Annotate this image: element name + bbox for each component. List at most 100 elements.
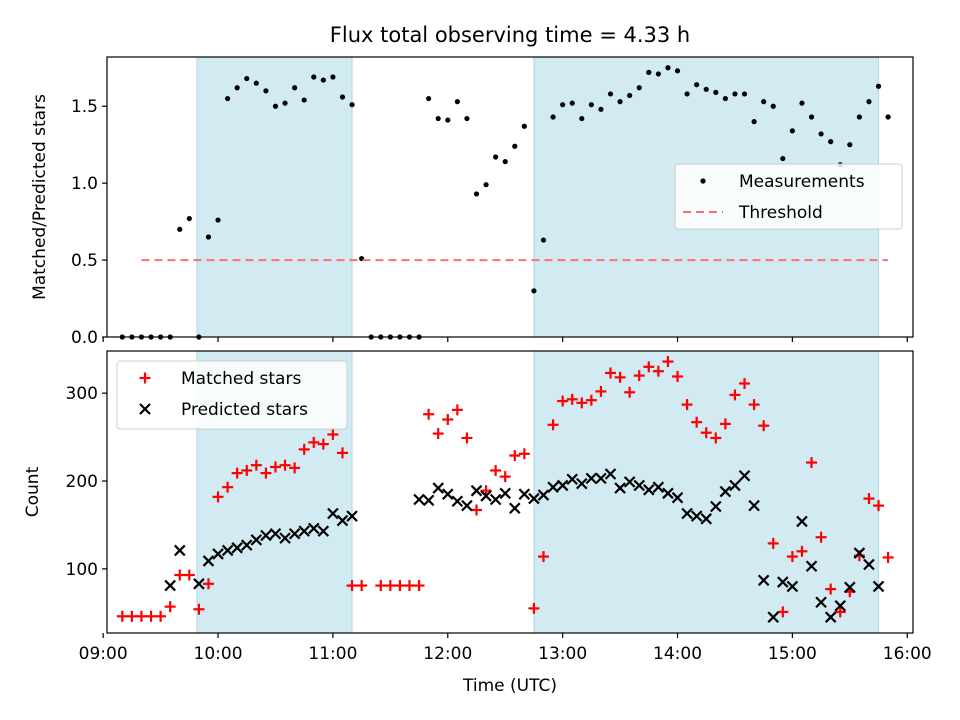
predicted-point xyxy=(528,492,540,505)
predicted-point xyxy=(671,491,684,504)
matched-point xyxy=(356,580,368,592)
predicted-point xyxy=(853,547,866,559)
matched-point xyxy=(595,385,607,397)
measurement-point xyxy=(579,115,585,122)
matched-point xyxy=(499,471,511,483)
predicted-point xyxy=(413,493,425,506)
predicted-point xyxy=(844,581,856,594)
measurement-point xyxy=(665,65,671,71)
matched-point xyxy=(547,419,559,431)
matched-point xyxy=(241,464,253,476)
matched-point xyxy=(767,537,779,549)
predicted-point xyxy=(700,513,713,525)
matched-point xyxy=(585,394,597,406)
bottom-y-axis-label: Count xyxy=(23,466,43,517)
matched-point xyxy=(231,467,243,479)
matched-point xyxy=(451,404,463,416)
predicted-point xyxy=(173,544,186,557)
legend-label: Measurements xyxy=(739,172,865,192)
measurement-point xyxy=(512,143,518,149)
predicted-point xyxy=(432,482,444,494)
matched-point xyxy=(815,531,827,543)
measurement-point xyxy=(770,103,776,109)
predicted-point xyxy=(164,579,176,592)
x-tick-label: 16:00 xyxy=(883,644,932,664)
matched-point xyxy=(202,578,214,590)
predicted-point xyxy=(748,499,760,512)
matched-point xyxy=(834,606,846,618)
matched-point xyxy=(882,551,894,563)
top-y-axis-label: Matched/Predicted stars xyxy=(30,94,50,300)
measurement-point xyxy=(808,114,815,120)
matched-point xyxy=(528,602,540,614)
predicted-point xyxy=(767,611,780,623)
measurement-point xyxy=(789,128,795,134)
matched-point xyxy=(461,432,473,444)
x-axis-label: Time (UTC) xyxy=(462,676,557,696)
measurement-point xyxy=(627,92,633,99)
measurement-point xyxy=(655,71,661,77)
predicted-point xyxy=(288,527,301,540)
matched-point xyxy=(786,551,798,563)
matched-point xyxy=(135,610,147,622)
matched-point xyxy=(652,365,664,377)
measurement-point xyxy=(684,91,690,97)
measurement-point xyxy=(856,114,862,120)
measurement-point xyxy=(301,97,307,103)
measurement-point xyxy=(454,99,460,105)
measurement-point xyxy=(607,91,614,97)
matched-point xyxy=(269,461,281,473)
matched-point xyxy=(825,583,837,595)
predicted-point xyxy=(652,481,665,493)
predicted-point xyxy=(662,487,674,500)
measurement-point xyxy=(205,234,212,240)
matched-point xyxy=(126,610,138,622)
predicted-point xyxy=(499,487,511,500)
measurement-point xyxy=(875,83,882,89)
predicted-point xyxy=(719,485,732,498)
measurement-point xyxy=(272,103,279,109)
top-panel: 0.0 0.5 1.0 1.5 Matched/Predicted stars Mea… xyxy=(30,56,914,348)
measurement-point xyxy=(828,139,834,145)
top-legend: Measurements Threshold xyxy=(674,163,903,230)
predicted-point xyxy=(442,488,454,500)
matched-point xyxy=(403,580,415,592)
predicted-point xyxy=(336,514,349,527)
measurement-point xyxy=(445,117,451,123)
measurement-point xyxy=(349,102,355,108)
legend-box xyxy=(674,163,903,230)
matched-point xyxy=(710,432,722,444)
predicted-point xyxy=(298,525,310,537)
matched-point xyxy=(222,481,234,493)
predicted-point xyxy=(585,472,598,485)
predicted-point xyxy=(250,534,263,546)
measurement-point xyxy=(177,226,183,232)
measurement-point xyxy=(617,99,623,105)
matched-point xyxy=(605,367,617,379)
matched-point xyxy=(174,569,186,581)
matched-point xyxy=(662,356,674,368)
measurement-point xyxy=(244,75,250,82)
x-tick-label: 15:00 xyxy=(768,644,817,664)
matched-point xyxy=(212,491,224,503)
matched-point xyxy=(432,428,444,440)
measurement-point xyxy=(292,85,298,91)
measurement-point xyxy=(234,85,240,91)
measurement-point xyxy=(435,115,441,122)
top-plot-frame xyxy=(106,56,914,338)
predicted-point xyxy=(518,488,531,500)
predicted-point xyxy=(690,510,703,522)
matched-point xyxy=(155,610,167,622)
predicted-point xyxy=(240,539,253,551)
measurement-point xyxy=(473,191,480,197)
matched-point xyxy=(384,580,396,592)
measurement-point xyxy=(464,115,470,122)
matched-point xyxy=(279,459,291,471)
predicted-point xyxy=(815,596,827,609)
x-tick-label: 13:00 xyxy=(538,644,587,664)
measurement-point xyxy=(540,237,547,243)
predicted-point xyxy=(824,611,837,623)
measurement-point xyxy=(885,114,891,120)
bottom-panel: 100 200 300 09:00 10:00 11:00 12:00 13:00 14:00 1… xyxy=(23,350,932,696)
matched-point xyxy=(308,436,320,448)
